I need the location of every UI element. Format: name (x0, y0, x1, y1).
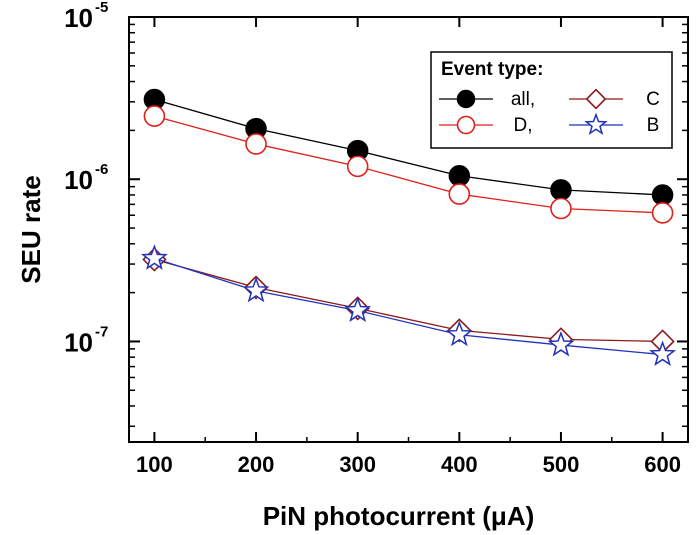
data-point (550, 179, 572, 201)
data-point (344, 296, 372, 323)
data-point (445, 320, 473, 347)
y-tick-base: 10 (64, 327, 93, 357)
legend-label: B (647, 115, 660, 136)
x-tick-label: 300 (339, 452, 376, 477)
data-point (651, 184, 674, 206)
x-axis-title: PiN photocurrent (μA) (263, 501, 535, 531)
legend-entry-3: C (569, 88, 660, 110)
series-1 (143, 88, 674, 206)
legend-title: Event type: (441, 59, 543, 80)
y-tick-label: 10 -7 (64, 323, 108, 357)
series-layer (140, 88, 677, 367)
x-tick-label: 600 (644, 452, 681, 477)
series-4 (140, 244, 677, 367)
legend-marker (456, 115, 476, 135)
y-axis-title: SEU rate (16, 175, 46, 283)
series-line (154, 258, 663, 343)
y-tick-label: 10 -6 (64, 161, 108, 195)
x-tick-label: 200 (238, 452, 275, 477)
legend: Event type: all, D, CB (430, 51, 673, 149)
legend-label: D, (514, 115, 533, 136)
legend-marker (456, 89, 476, 109)
y-tick-exponent: -7 (95, 323, 108, 340)
legend-entry-2: D, (439, 115, 533, 136)
series-line (154, 98, 663, 196)
legend-entry-4: B (569, 112, 660, 136)
legend-marker (585, 88, 607, 110)
legend-label: all, (511, 89, 535, 110)
data-point (649, 340, 677, 367)
series-line (154, 257, 663, 356)
series-3 (142, 247, 675, 354)
data-point (550, 197, 572, 220)
data-point (143, 105, 166, 127)
x-tick-label: 400 (441, 452, 478, 477)
x-tick-label: 100 (136, 452, 173, 477)
legend-label: C (646, 89, 660, 110)
data-point (140, 244, 168, 270)
y-tick-exponent: -5 (95, 0, 108, 16)
series-2 (143, 105, 674, 224)
data-point (448, 165, 471, 187)
y-tick-exponent: -6 (95, 161, 108, 178)
y-tick-label: 10 -5 (64, 0, 108, 33)
series-line (154, 115, 663, 214)
y-tick-base: 10 (64, 165, 93, 195)
data-point (651, 202, 674, 224)
x-tick-label: 500 (543, 452, 580, 477)
data-point (245, 133, 267, 155)
data-point (448, 183, 471, 205)
data-point (346, 155, 369, 178)
legend-entry-1: all, (439, 89, 535, 110)
data-point (242, 276, 270, 303)
y-tick-base: 10 (64, 3, 93, 33)
data-point (547, 330, 575, 357)
legend-marker (584, 112, 608, 136)
